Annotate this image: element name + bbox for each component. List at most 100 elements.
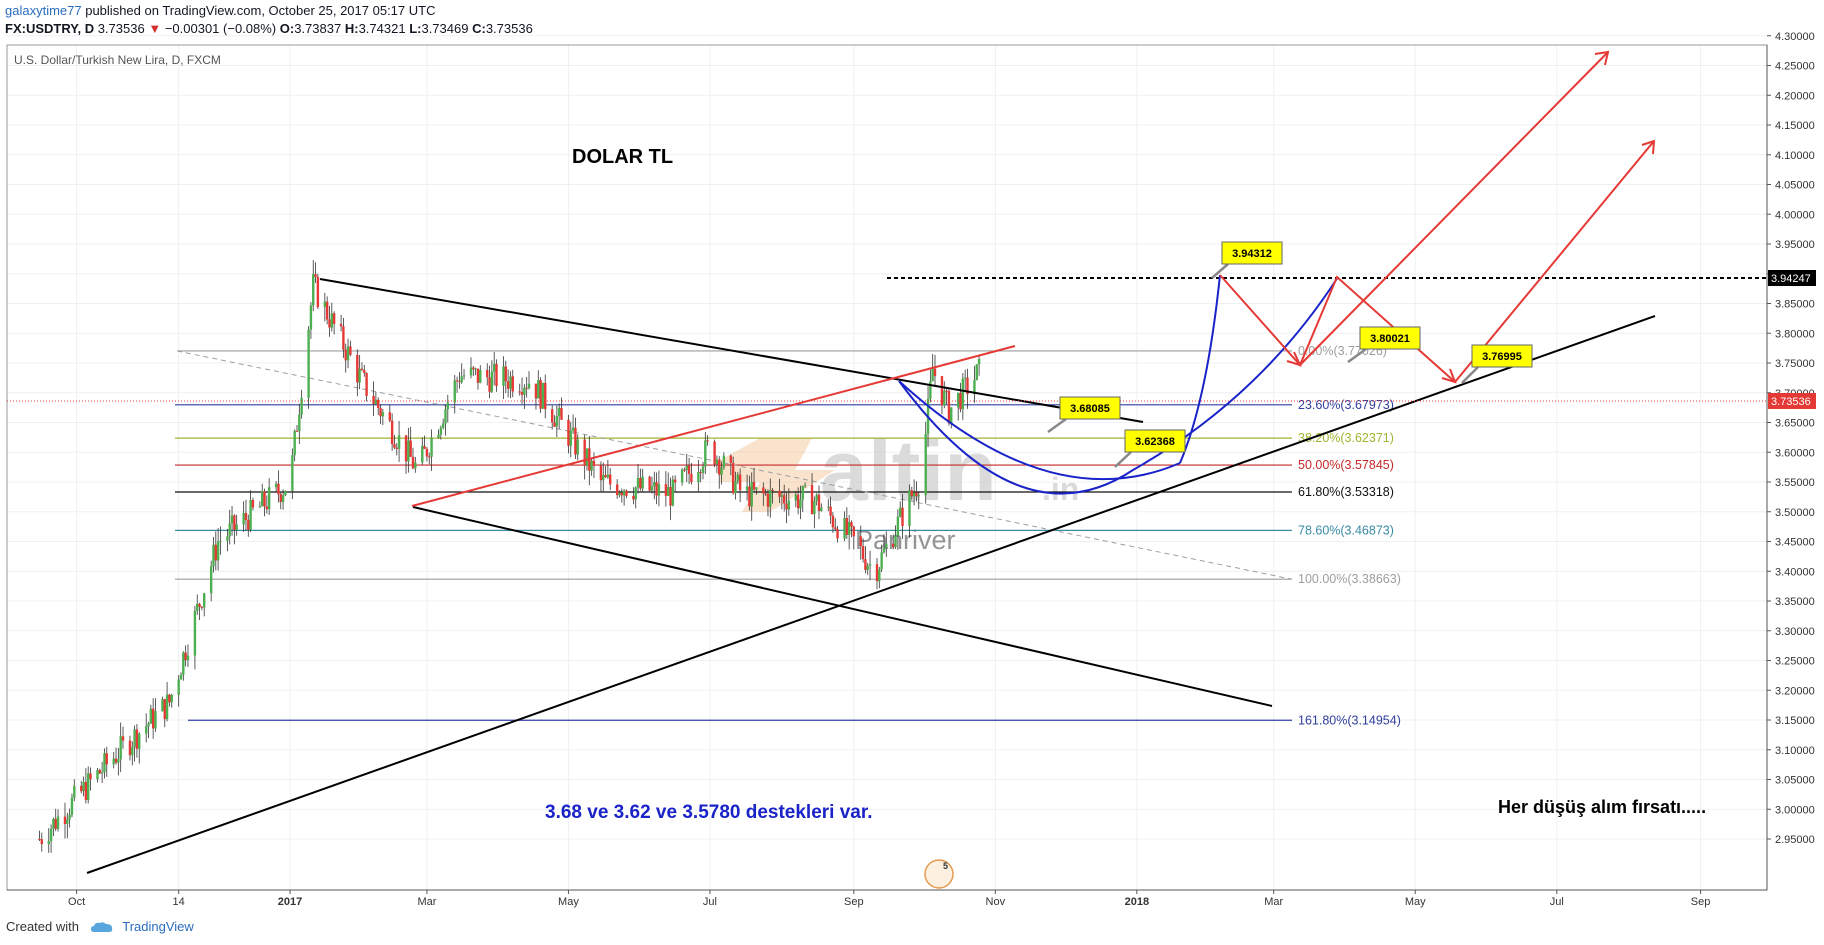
candle-body	[632, 495, 635, 500]
candle-body	[544, 382, 547, 410]
candle-body	[212, 544, 215, 567]
support-trendline[interactable]	[86, 315, 1656, 874]
fib-level-label: 100.00%(3.38663)	[1298, 572, 1401, 586]
price-change: −0.00301 (−0.08%)	[164, 21, 277, 36]
fib-level-label: 161.80%(3.14954)	[1298, 713, 1401, 727]
candle-body	[265, 506, 269, 510]
x-tick-label: Oct	[68, 896, 85, 908]
candle-body	[244, 512, 248, 521]
candle-body	[551, 409, 554, 423]
candle-body	[864, 559, 867, 570]
x-tick-label: Mar	[1264, 896, 1283, 908]
candle-body	[119, 736, 122, 760]
y-tick-label: 3.55000	[1775, 477, 1815, 489]
x-tick-label: May	[1405, 896, 1426, 908]
candle-body	[444, 409, 447, 424]
candle-body	[931, 368, 934, 382]
candle-body	[785, 503, 788, 510]
candle-body	[349, 346, 352, 355]
blue-projection-arc-1[interactable]	[898, 380, 1181, 481]
candle-body	[534, 383, 538, 399]
resistance-trendline[interactable]	[411, 345, 1016, 507]
candle-body	[799, 499, 802, 509]
candle-body	[365, 373, 368, 396]
author-link[interactable]: galaxytime77	[5, 3, 82, 18]
candle-body	[100, 771, 104, 774]
blue-projection-arc-3[interactable]	[898, 276, 1339, 495]
candle-body	[752, 481, 756, 490]
close-value: 3.73536	[485, 21, 533, 36]
candle-body	[105, 753, 108, 765]
candle-body	[731, 462, 735, 494]
candle-body	[801, 486, 804, 500]
candle-body	[836, 529, 839, 539]
last-price-label: 3.73536	[1771, 396, 1811, 408]
callout-box[interactable]	[1471, 344, 1533, 368]
candle-body	[527, 383, 531, 389]
candle-body	[165, 694, 169, 720]
y-tick-label: 3.25000	[1775, 656, 1815, 668]
candle-body	[815, 494, 818, 501]
upper-trendline[interactable]	[319, 278, 1144, 423]
candle-body	[163, 699, 166, 720]
support-note: 3.68 ve 3.62 ve 3.5780 destekleri var.	[545, 802, 873, 823]
high-value: 3.74321	[358, 21, 406, 36]
candle-body	[736, 474, 739, 482]
candle-body	[764, 493, 767, 495]
drawings[interactable]	[7, 50, 1767, 874]
candle-body	[894, 535, 897, 548]
open-label: O:	[279, 21, 295, 36]
dashed-level-label-bg	[1768, 270, 1816, 286]
event-badge[interactable]: 5	[924, 859, 954, 889]
candle-body	[184, 652, 187, 661]
fib-trend-line[interactable]	[176, 350, 1293, 580]
callout-box[interactable]	[1221, 241, 1283, 265]
candle-body	[421, 446, 424, 463]
price-axis[interactable]: 4.30000 4.25000 4.20000 4.15000 4.10000 4.050…	[1767, 31, 1815, 846]
candle-body	[910, 490, 913, 497]
candle-body	[655, 482, 658, 496]
callout-value: 3.62368	[1135, 436, 1175, 448]
candle-body	[699, 472, 702, 474]
candle-body	[98, 769, 101, 774]
candle-body	[393, 444, 396, 448]
blue-projection-arc-2[interactable]	[1179, 274, 1221, 464]
candle-body	[40, 839, 43, 845]
candle-body	[388, 412, 391, 421]
candle-body	[959, 392, 962, 410]
callout-box[interactable]	[1059, 396, 1121, 420]
watermark: altin .in Panriver	[720, 423, 1079, 555]
candle-body	[112, 758, 115, 765]
callout-value: 3.76995	[1482, 351, 1522, 363]
candle-body	[762, 487, 765, 494]
y-tick-label: 4.20000	[1775, 90, 1815, 102]
candle-body	[193, 610, 197, 656]
candle-body	[796, 494, 800, 509]
candle-body	[117, 759, 120, 763]
red-arrow-2[interactable]	[1454, 140, 1655, 383]
x-tick-label: May	[558, 896, 579, 908]
time-axis[interactable]: Oct 14 2017 Mar May Jul Sep Nov 2018 Mar May Jul Sep…	[68, 890, 1824, 908]
price-callouts[interactable]: 3.94312 3.68085 3.62368 3.80021 3.76995	[1047, 241, 1533, 468]
candle-body	[363, 370, 366, 374]
candle-body	[154, 711, 157, 729]
candle-body	[490, 371, 494, 392]
candle-body	[131, 747, 134, 756]
candle-body	[404, 435, 408, 462]
candle-body	[200, 606, 204, 608]
callout-box[interactable]	[1124, 429, 1186, 453]
lower-trendline[interactable]	[412, 506, 1273, 707]
candle-body	[945, 390, 948, 392]
candle-body	[179, 674, 183, 680]
y-tick-label: 3.10000	[1775, 745, 1815, 757]
red-arrow-1[interactable]	[1299, 51, 1609, 366]
candle-body	[68, 814, 71, 820]
tradingview-link[interactable]: TradingView	[122, 919, 194, 934]
dolar-tl-title: DOLAR TL	[572, 146, 673, 168]
candle-body	[469, 367, 473, 376]
candle-body	[56, 816, 60, 829]
candle-body	[138, 733, 141, 749]
candle-body	[892, 543, 895, 548]
callout-box[interactable]	[1359, 326, 1421, 350]
